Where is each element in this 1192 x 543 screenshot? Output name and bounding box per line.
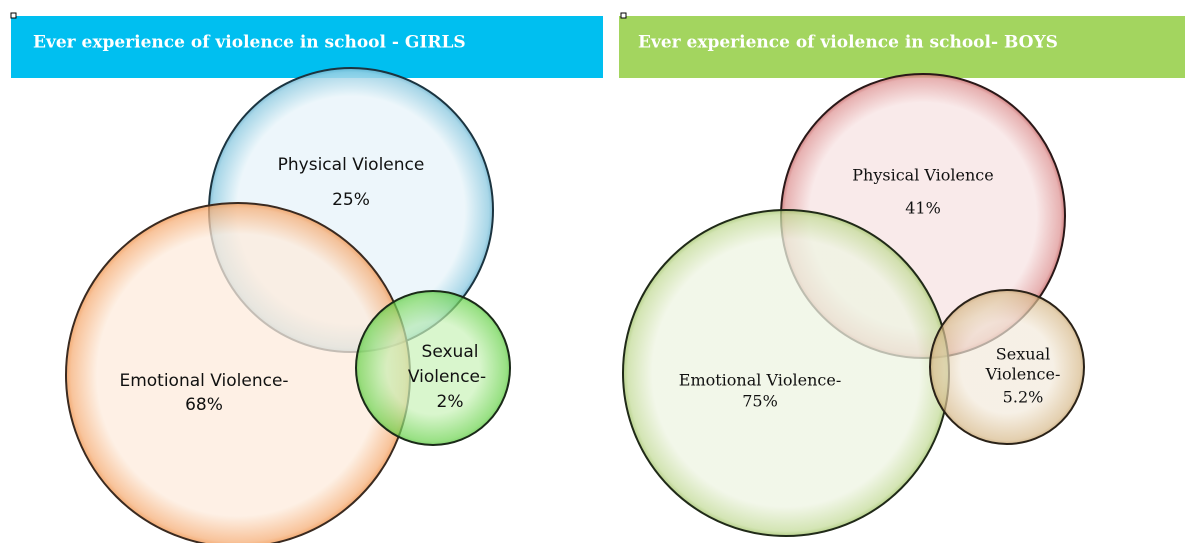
circle-label: Emotional Violence-	[679, 371, 841, 390]
circle-label: Physical Violence	[852, 166, 993, 185]
circle-label: Sexual	[422, 342, 479, 362]
handle	[620, 12, 627, 19]
circle-value: 2%	[437, 392, 464, 412]
panel-title: Ever experience of violence in school- B…	[638, 33, 1058, 53]
header-bar	[619, 16, 1185, 78]
circle-label: Violence-	[408, 367, 486, 387]
circle-value: 75%	[742, 392, 778, 411]
circle-value: 5.2%	[1003, 388, 1044, 407]
panel-title: Ever experience of violence in school - …	[33, 33, 466, 53]
circle	[929, 289, 1085, 445]
circle-label: Physical Violence	[278, 155, 425, 175]
handle	[10, 12, 17, 19]
circle	[355, 290, 511, 446]
circle-value: 68%	[185, 395, 223, 415]
circle-label: Violence-	[985, 365, 1061, 384]
circle-value: 25%	[332, 190, 370, 210]
circle-label: Sexual	[996, 345, 1050, 364]
header-bar	[11, 16, 603, 78]
circle-value: 41%	[905, 199, 941, 218]
circle-label: Emotional Violence-	[119, 371, 288, 391]
